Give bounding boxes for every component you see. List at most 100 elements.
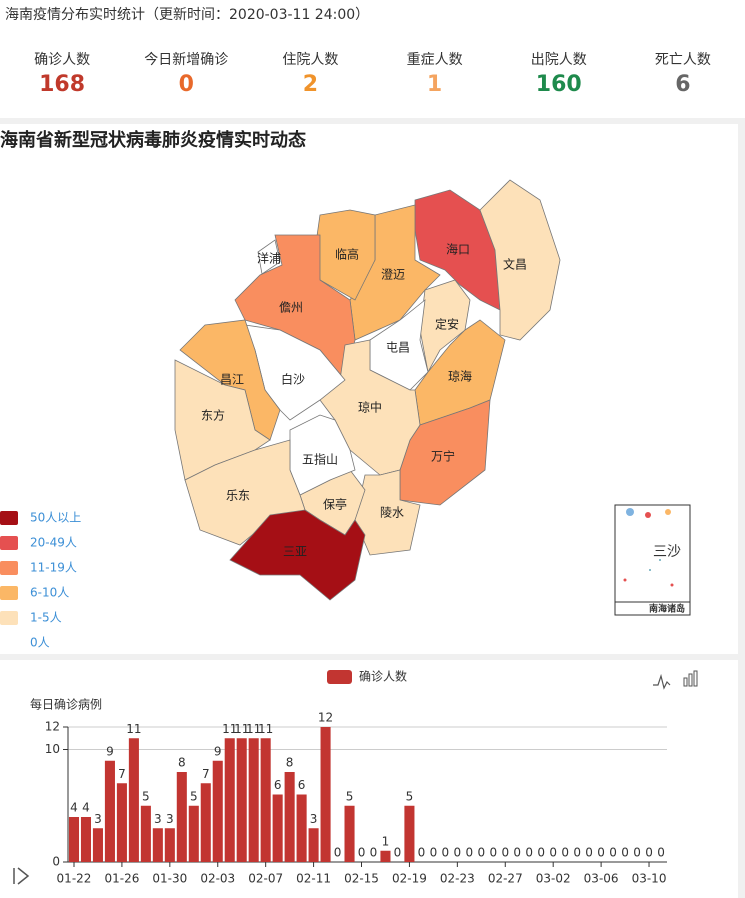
bar	[260, 738, 271, 862]
separator	[0, 654, 745, 660]
region-label: 琼海	[448, 369, 472, 384]
separator	[0, 118, 745, 124]
bar	[116, 783, 127, 862]
legend-label: 确诊人数	[359, 669, 407, 684]
x-tick-label: 02-15	[344, 872, 379, 886]
data-label: 0	[501, 846, 509, 860]
region	[184, 439, 306, 546]
data-label: 0	[358, 846, 366, 860]
x-tick-label: 03-02	[536, 872, 571, 886]
region-label: 乐东	[226, 489, 250, 503]
inset-box: 三沙 南海诸岛	[614, 504, 691, 616]
bar	[164, 828, 175, 862]
region-label: 琼中	[358, 400, 382, 415]
bar	[128, 738, 139, 862]
chart-toolbox[interactable]	[653, 670, 698, 690]
region-label: 东方	[201, 408, 225, 423]
region-label: 澄迈	[381, 267, 405, 282]
data-label: 11	[246, 722, 261, 736]
data-label: 1	[382, 834, 390, 848]
x-tick-label: 02-07	[248, 872, 283, 886]
data-label: 12	[318, 711, 333, 725]
bar	[284, 772, 295, 862]
data-label: 4	[82, 801, 90, 815]
stat-value: 1	[427, 72, 442, 97]
region-label: 万宁	[431, 449, 455, 464]
data-label: 9	[214, 744, 222, 758]
y-axis-title: 每日确诊病例	[30, 697, 102, 712]
inset-caption: 南海诸岛	[649, 603, 685, 615]
data-label: 0	[621, 846, 629, 860]
region-label: 洋浦	[257, 251, 281, 266]
stat-label: 确诊人数	[34, 52, 90, 68]
data-label: 5	[406, 789, 414, 803]
legend-swatch	[0, 536, 18, 550]
legend-swatch	[0, 586, 18, 600]
legend-label: 1-5人	[30, 611, 62, 625]
bar	[104, 760, 115, 862]
bar	[68, 817, 80, 862]
data-label: 8	[286, 756, 294, 770]
data-label: 5	[142, 789, 150, 803]
region-label: 陵水	[380, 506, 404, 520]
data-label: 6	[274, 778, 282, 792]
legend-label: 50人以上	[30, 511, 81, 525]
bar	[200, 783, 211, 862]
data-label: 0	[430, 846, 438, 860]
stat-value: 6	[675, 72, 690, 97]
play-icon[interactable]	[17, 867, 30, 885]
island	[623, 578, 627, 582]
region-label: 海口	[446, 242, 470, 257]
x-tick-label: 02-11	[296, 872, 331, 886]
x-tick-label: 02-23	[440, 872, 475, 886]
region	[174, 359, 271, 481]
stat-label: 出院人数	[531, 52, 587, 68]
data-label: 0	[537, 846, 545, 860]
map-title: 海南省新型冠状病毒肺炎疫情实时动态	[0, 129, 306, 151]
data-label: 3	[154, 812, 162, 826]
region	[414, 189, 501, 311]
bar-icon[interactable]	[693, 670, 698, 687]
region	[257, 239, 281, 275]
data-label: 0	[370, 846, 378, 860]
x-tick-label: 01-22	[57, 872, 92, 886]
island	[659, 559, 661, 561]
data-label: 0	[466, 846, 474, 860]
island	[649, 569, 651, 571]
play-button[interactable]	[13, 867, 30, 885]
line-icon[interactable]	[653, 673, 671, 690]
data-label: 0	[597, 846, 605, 860]
separator	[738, 124, 745, 654]
data-label: 7	[202, 767, 210, 781]
data-label: 11	[126, 722, 141, 736]
region-label: 儋州	[279, 301, 303, 315]
bar	[404, 805, 415, 862]
legend-swatch	[327, 670, 352, 684]
region-label: 保亭	[323, 497, 347, 512]
stat-value: 160	[536, 72, 582, 97]
data-label: 8	[178, 756, 186, 770]
stat-value: 0	[179, 72, 194, 97]
data-label: 3	[166, 812, 174, 826]
data-label: 0	[513, 846, 521, 860]
data-label: 4	[70, 801, 78, 815]
stat-label: 今日新增确诊	[144, 52, 228, 68]
legend-label: 6-10人	[30, 586, 69, 600]
data-label: 0	[549, 846, 557, 860]
data-label: 0	[525, 846, 533, 860]
bar	[344, 805, 355, 862]
bar	[188, 805, 199, 862]
bar-icon[interactable]	[683, 677, 688, 687]
bar	[308, 828, 319, 862]
y-tick-label: 10	[45, 742, 60, 756]
separator	[738, 660, 745, 898]
data-label: 3	[94, 812, 102, 826]
data-label: 0	[633, 846, 641, 860]
bar	[236, 738, 247, 862]
bar-icon[interactable]	[688, 673, 693, 687]
data-label: 0	[645, 846, 653, 860]
legend-label: 20-49人	[30, 536, 77, 550]
island	[665, 509, 671, 515]
island	[645, 512, 651, 518]
bar	[248, 738, 259, 862]
